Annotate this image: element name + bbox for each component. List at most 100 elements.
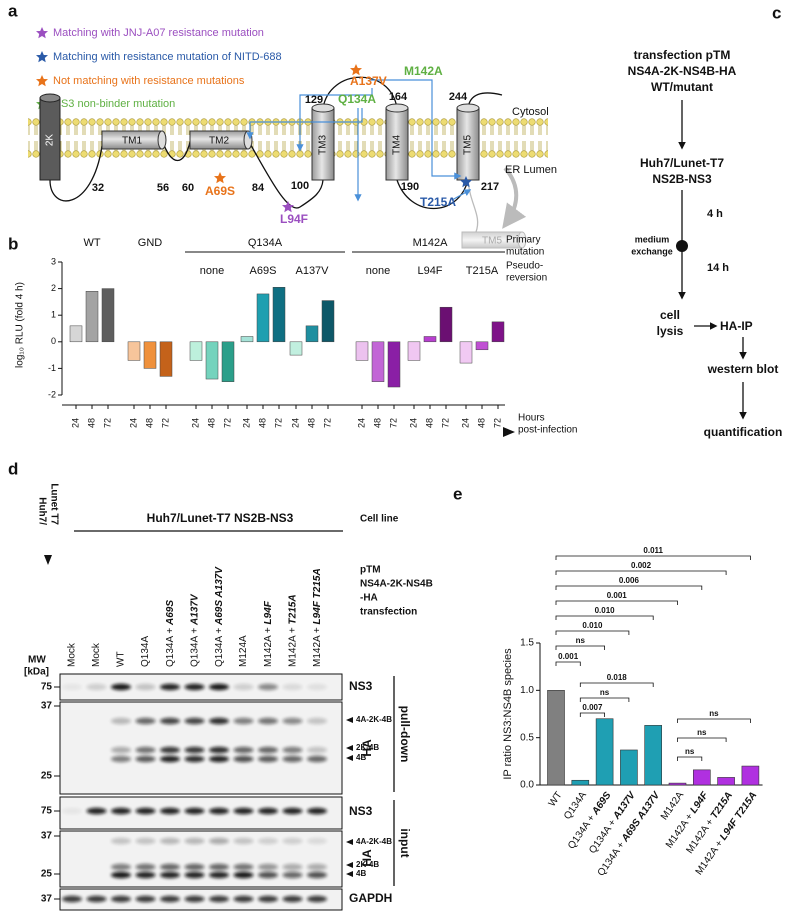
loop [247,139,324,209]
loop-alt [467,179,479,233]
cylinder-end [243,130,253,150]
lane-label: M142A + T215A [287,594,298,667]
host-label: Lunet T7 [48,483,59,525]
x-tick-label: WT [547,790,565,809]
row-arrow [503,427,515,437]
bar [475,341,489,351]
significance-bracket [555,661,581,666]
row-label: mutation [506,247,544,258]
band [184,863,205,871]
bar [644,725,663,786]
band [184,837,205,845]
band [160,895,180,903]
legend-label: Not matching with resistance mutations [53,75,245,87]
ip-ratio-chart: IP ratio NS3:NS4B species 0.0 0.5 1.0 1.5 WT… [502,546,763,878]
hour-label: 72 [102,418,112,428]
step-text: WT/mutant [651,80,713,94]
bar [371,341,385,382]
protein-label: HA [360,849,374,867]
band-label: 4B [356,869,366,878]
band [160,863,180,871]
band [258,755,278,763]
mw-marker: 75 [41,682,53,693]
mw-marker: 37 [41,894,53,905]
interaction-arrow [246,108,363,140]
segment-label: TM5 [482,236,502,247]
y-tick-label: -2 [48,389,56,399]
significance-label: 0.010 [582,621,603,630]
step-text: quantification [704,425,783,439]
significance-bracket [555,585,703,590]
bar [459,341,473,364]
row-label: Primary [506,235,540,246]
mutation-star [214,172,226,184]
band [307,746,327,754]
legend-star [36,27,48,39]
hour-label: 24 [356,418,366,428]
band-arrow [346,862,353,868]
bar [240,336,254,343]
band-label: 4A-2K-4B [356,837,392,846]
band [184,746,205,754]
reversion-label: none [366,265,390,277]
legend-label: Matching with JNJ-A07 resistance mutatio… [53,27,264,39]
residue: 100 [291,180,309,192]
mw-label: [kDa] [24,667,49,678]
time-label: 14 h [707,262,729,274]
band [282,717,303,725]
bar [101,288,115,343]
residue: 217 [481,181,499,193]
band [111,755,131,763]
band [282,683,303,691]
band [307,895,327,903]
legend-label: Matching with resistance mutation of NIT… [53,51,282,63]
significance-label: 0.011 [643,546,663,555]
band [111,895,131,903]
y-tick-label: 0.5 [520,732,534,743]
significance-bracket [677,737,727,742]
reversion-label: T215A [466,265,499,277]
significance-bracket [555,570,727,575]
band [62,807,82,815]
cylinder-end [517,231,527,249]
band [184,871,205,879]
band-arrow [346,839,353,845]
bar [69,325,83,343]
band [282,863,303,871]
band [184,717,205,725]
band [160,755,180,763]
bar [189,341,203,361]
bar [668,782,687,786]
workflow: transfection pTM NS4A-2K-NS4B-HA WT/muta… [628,48,783,439]
primary-mutation: GND [138,237,163,249]
band [258,683,278,691]
step-text: Huh7/Lunet-T7 [640,156,724,170]
row-label: -HA [360,593,378,604]
step-text: exchange [631,246,673,256]
reversion-label: none [200,265,224,277]
significance-bracket [555,645,605,650]
hour-label: 72 [222,418,232,428]
band [233,837,254,845]
y-tick-label: 3 [51,256,56,266]
step-text: NS2B-NS3 [652,172,712,186]
hour-label: 48 [144,418,154,428]
y-tick-label: 1.0 [520,685,534,696]
band [135,871,156,879]
hour-label: 48 [257,418,267,428]
row-label: Cell line [360,514,399,525]
lane-label: M142A + L94F [263,600,274,667]
band-arrow [346,717,353,723]
band [62,683,82,691]
residue: 129 [305,94,323,106]
band [160,837,180,845]
row-label: Pseudo- [506,261,543,272]
hour-label: 48 [306,418,316,428]
lane-label: Q134A + A69S A137V [214,566,225,667]
hour-label: 72 [322,418,332,428]
legend-label: NS3 non-binder mutation [53,98,175,110]
mutation-label: A69S [205,184,235,198]
band [233,683,254,691]
step-text: western blot [707,362,779,376]
significance-label: ns [600,688,610,697]
